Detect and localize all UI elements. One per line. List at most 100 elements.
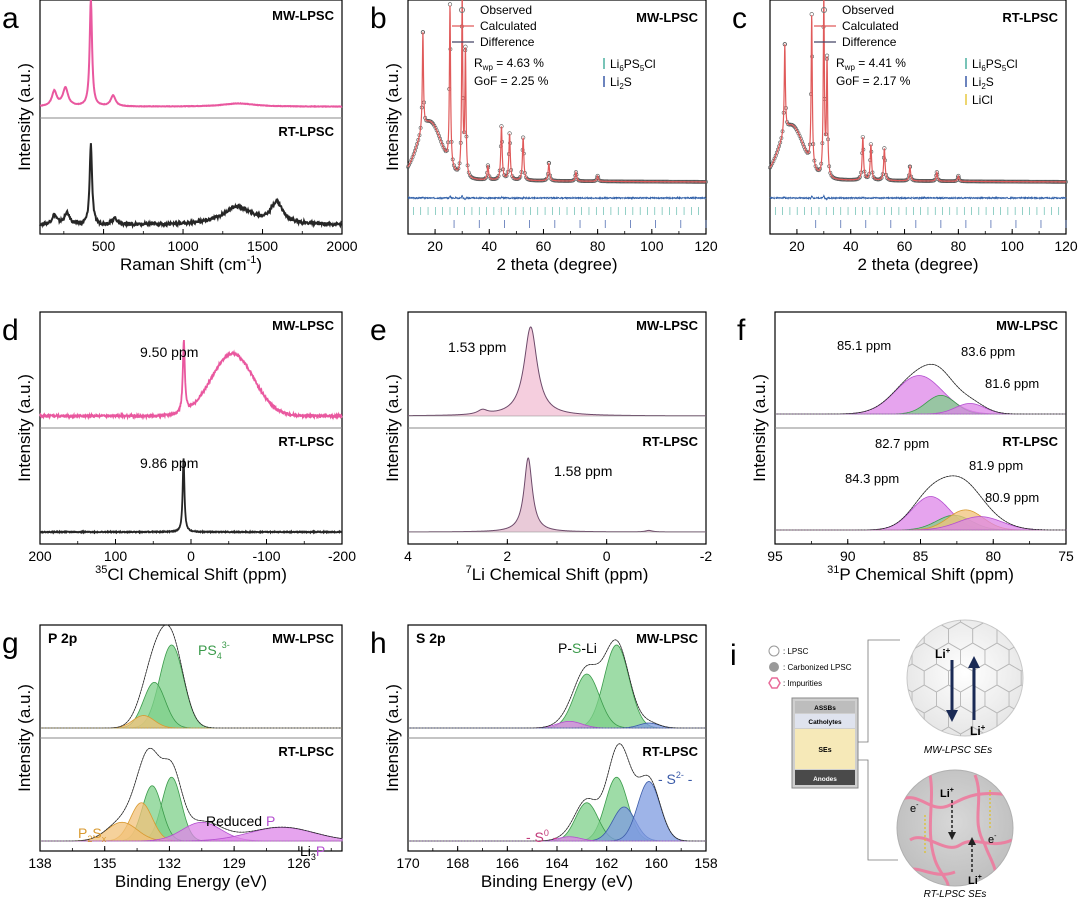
y-axis-label-b: Intensity (a.u.) [383,63,402,171]
grain-cell [864,643,888,671]
panel-g-deconvolution: 138 135 132 129 126 Binding Energy (eV) Intens… [2,624,343,891]
grain-cell [864,601,888,629]
peak-annotation: 85.1 ppm [837,338,891,353]
ps4-annotation: PS43- [198,640,230,661]
x-tick-label: 75 [1058,548,1074,564]
panel-c-xrd: 20 40 60 80 100 120 2 theta (degree) c Observed C… [732,0,1078,274]
grain-cell [1058,727,1080,755]
sample-label: MW-LPSC [636,631,698,646]
peak-annotation: 82.7 ppm [875,436,929,451]
p-s-li-annotation: P-S-Li [558,640,597,656]
x-tick-label: 162 [595,855,619,871]
x-tick-label: 60 [897,238,913,254]
grain-cell [1009,769,1033,797]
peak-annotation: 9.86 ppm [140,455,198,471]
observed-point [441,145,446,150]
legend-marker-observed [459,7,465,13]
grain-cell [1033,685,1057,713]
x-axis-label-e: 7Li Chemical Shift (ppm) [466,564,649,584]
fit-component [408,644,706,729]
grain-cell [1021,748,1045,776]
grain-cell [1058,685,1080,713]
grain-cell [1046,748,1070,776]
sample-label: RT-LPSC [1002,10,1058,25]
grain-cell [911,620,937,630]
grain-cell [1058,643,1080,671]
rwp-label: Rwp = 4.41 % [836,56,906,72]
grain-cell [876,706,900,734]
envelope-line [408,639,706,729]
rt-lpsc-ses-circle: Li+ Li+ e- e- RT-LPSC SEs [896,769,1014,900]
stack-assbs [795,701,855,713]
x-tick-label: 200 [28,548,52,564]
envelope-line [40,747,343,842]
stack-catholytes [795,714,855,728]
grain-cell [1070,748,1080,776]
sample-label: RT-LPSC [278,744,334,759]
grain-cell [1008,620,1023,630]
gof-label: GoF = 2.17 % [836,74,911,88]
y-axis-label-h: Intensity (a.u.) [383,684,402,792]
rt-li-ion-bottom: Li+ [968,874,982,887]
x-tick-label: 2 [503,548,511,564]
sample-label: RT-LPSC [642,744,698,759]
observed-point [905,177,910,181]
grain-cell [1058,769,1080,797]
grain-cell [1046,664,1070,692]
rt-li-ion-top: Li+ [940,787,954,800]
grain-cell [907,620,913,630]
difference-line [407,194,707,201]
grain-cell [1058,601,1080,629]
stack-anodes [795,770,855,785]
observed-point [803,147,808,152]
x-axis-label-a: Raman Shift (cm-1) [120,254,262,274]
fit-component [408,673,706,729]
observed-point [407,162,412,167]
grain-cell [1021,580,1045,608]
grain-cell [1020,663,1023,693]
sample-label: RT-LPSC [1002,434,1058,449]
zoom-connectors [858,639,900,861]
reduced-p-annotation: Reduced P [206,813,275,829]
cell-stack: ASSBs Catholytes SEs Anodes [791,697,859,789]
x-tick-label: 166 [496,855,520,871]
x-axis-label-c: 2 theta (degree) [858,255,979,274]
panel-h-deconvolution: 170 168 166 164 162 160 158 Binding Energy (eV)… [370,624,718,891]
s2-annotation: - S2- - [658,770,693,787]
grain-cell [1020,621,1023,651]
grain-cell [1033,601,1057,629]
x-tick-label: 120 [694,238,718,254]
sample-label: RT-LPSC [278,434,334,449]
plot-frame-c [769,0,1067,235]
grain-cell [864,727,888,755]
observed-point [794,127,799,131]
x-tick-label: 138 [28,855,52,871]
x-tick-label: 0 [187,548,195,564]
schematic-legend: : LPSC : Carbonized LPSC : Impurities [768,645,852,689]
x-tick-label: 95 [767,548,783,564]
mw-li-ion-bottom: Li+ [970,723,986,738]
grain-cell [876,664,900,692]
sample-label: MW-LPSC [272,318,334,333]
panel-b-xrd: 20 40 60 80 100 120 2 theta (degree) Intensity … [370,0,718,274]
x-axis-label-b: 2 theta (degree) [497,255,618,274]
series-line-mw-lpsc [408,326,706,417]
x-tick-label: 1000 [167,238,198,254]
x-tick-label: 164 [545,855,569,871]
x-tick-label: 80 [985,548,1001,564]
stack-ses [795,729,855,769]
x-tick-label: 170 [396,855,420,871]
phase-label: Li6PS5Cl [972,57,1018,73]
sample-label: RT-LPSC [278,124,334,139]
grain-cell [997,748,1021,776]
panel-letter-h: h [370,627,387,660]
grain-cell [900,580,924,608]
impurities-marker [768,677,781,689]
legend-lpsc: : LPSC [783,647,809,656]
x-tick-label: -100 [252,548,280,564]
sample-label: MW-LPSC [272,8,334,23]
x-tick-label: 80 [951,238,967,254]
legend-impurities: : Impurities [783,679,822,688]
peak-annotation: 81.6 ppm [985,376,1039,391]
